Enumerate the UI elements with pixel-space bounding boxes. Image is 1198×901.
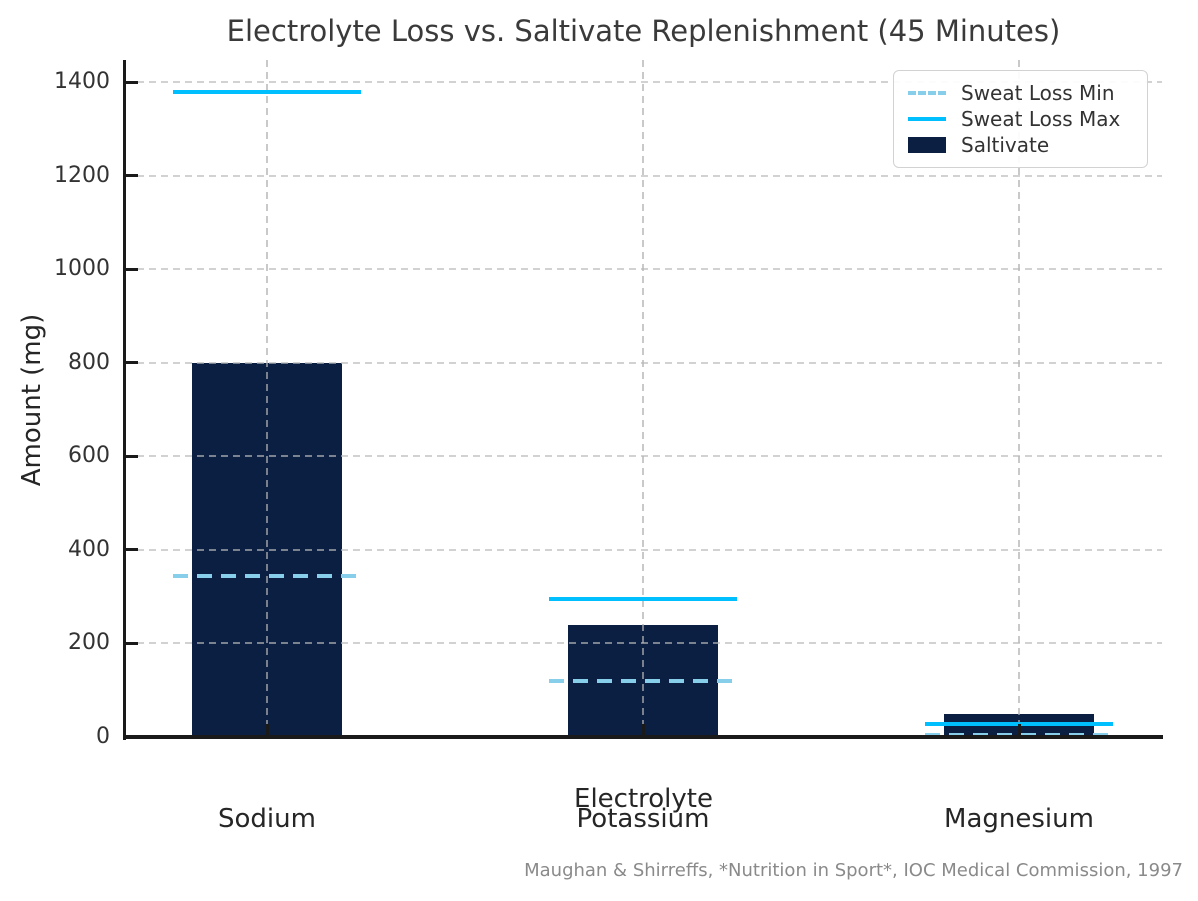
- legend-swatch-solid-line: [908, 117, 946, 121]
- sweat-loss-max-line: [173, 89, 361, 94]
- legend-item: Sweat Loss Min: [908, 80, 1133, 106]
- y-tick-label: 1000: [54, 256, 110, 282]
- y-tick-label: 1400: [54, 69, 110, 95]
- y-tick-mark: [126, 735, 138, 739]
- y-tick-label: 1200: [54, 162, 110, 188]
- y-tick-label: 400: [68, 536, 110, 562]
- legend-swatch-dashed-line: [908, 91, 946, 95]
- x-category-label: Magnesium: [944, 804, 1094, 834]
- legend-label: Sweat Loss Min: [961, 81, 1115, 105]
- x-axis-spine: [123, 735, 1163, 739]
- y-tick-mark: [126, 80, 138, 84]
- y-tick-mark: [126, 641, 138, 645]
- y-tick-mark: [126, 174, 138, 178]
- sweat-loss-min-line: [549, 678, 737, 683]
- chart-title: Electrolyte Loss vs. Saltivate Replenish…: [226, 14, 1061, 48]
- y-tick-label: 200: [68, 630, 110, 656]
- source-citation: Maughan & Shirreffs, *Nutrition in Sport…: [524, 860, 1183, 881]
- legend-item: Saltivate: [908, 132, 1133, 158]
- horizontal-gridline: [125, 268, 1162, 271]
- saltivate-bar: [192, 362, 342, 737]
- x-category-label: Potassium: [576, 804, 710, 834]
- x-tick-mark: [641, 724, 645, 735]
- legend: Sweat Loss Min Sweat Loss Max Saltivate: [893, 70, 1148, 168]
- legend-label: Saltivate: [961, 133, 1050, 157]
- y-axis-spine: [123, 60, 126, 740]
- x-category-label: Sodium: [218, 804, 316, 834]
- legend-swatch-bar: [908, 137, 946, 153]
- y-tick-mark: [126, 361, 138, 365]
- x-tick-mark: [1017, 724, 1021, 735]
- legend-item: Sweat Loss Max: [908, 106, 1133, 132]
- x-tick-mark: [265, 724, 269, 735]
- y-tick-label: 600: [68, 443, 110, 469]
- y-tick-mark: [126, 267, 138, 271]
- sweat-loss-min-line: [173, 573, 361, 578]
- y-tick-mark: [126, 454, 138, 458]
- y-tick-label: 0: [96, 724, 110, 749]
- y-tick-mark: [126, 548, 138, 552]
- y-tick-label: 800: [68, 349, 110, 375]
- legend-label: Sweat Loss Max: [961, 107, 1121, 131]
- sweat-loss-max-line: [549, 597, 737, 602]
- x-axis-label: Electrolyte: [574, 784, 713, 814]
- horizontal-gridline: [125, 174, 1162, 177]
